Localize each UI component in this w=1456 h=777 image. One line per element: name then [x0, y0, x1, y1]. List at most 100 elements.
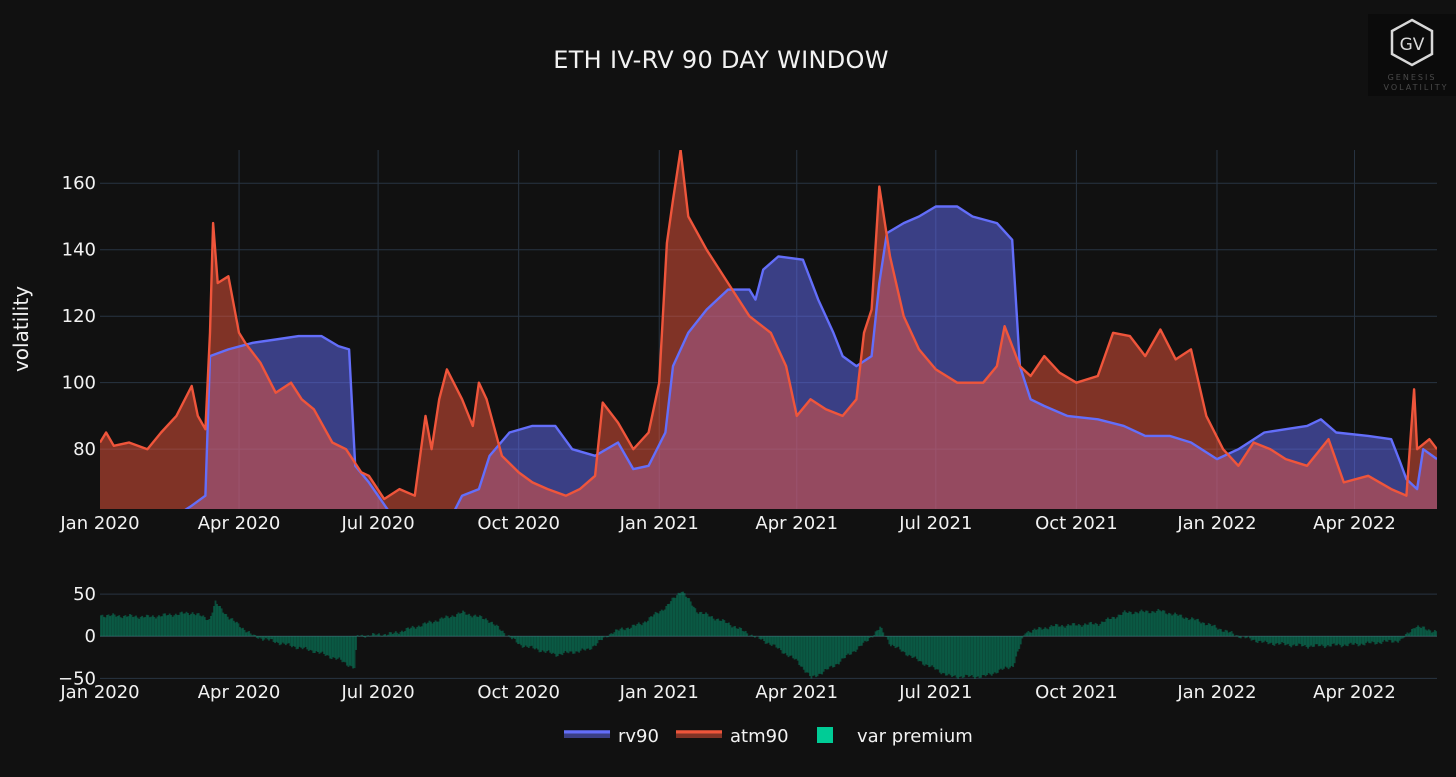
x-tick-label: Apr 2022 [1313, 513, 1396, 534]
var-premium-bar [1270, 636, 1273, 643]
var-premium-bar [255, 636, 258, 638]
var-premium-bar [194, 615, 197, 637]
var-premium-bar [1209, 624, 1212, 637]
var-premium-bar [1433, 629, 1436, 637]
var-premium-bar [925, 636, 927, 665]
var-premium-bar [776, 636, 779, 649]
var-premium-bar [1381, 636, 1384, 642]
var-premium-bar [645, 622, 648, 637]
var-premium-bar [115, 616, 118, 637]
var-premium-bar [489, 622, 492, 637]
var-premium-bar [405, 628, 408, 637]
var-premium-bar [621, 627, 623, 637]
var-premium-bar [850, 636, 853, 655]
var-premium-bar [720, 620, 723, 637]
var-premium-bar [1084, 623, 1086, 637]
var-premium-bar [1105, 618, 1108, 637]
var-premium-bar [1294, 636, 1297, 647]
var-premium-bar [607, 636, 610, 638]
var-premium-bar [336, 636, 339, 659]
var-premium-bar [1345, 636, 1348, 646]
var-premium-bar [269, 636, 272, 640]
var-premium-bar [1323, 636, 1326, 648]
var-premium-bar [167, 615, 170, 637]
var-premium-bar [631, 624, 634, 637]
var-premium-bar [561, 636, 564, 656]
var-premium-bar [1203, 622, 1206, 637]
var-premium-bar [1285, 636, 1288, 645]
var-premium-bar [911, 636, 914, 659]
var-premium-bar [546, 636, 549, 652]
var-premium-bar [659, 611, 662, 637]
var-premium-bar [640, 625, 643, 637]
legend[interactable]: rv90 atm90 var premium [564, 726, 973, 747]
var-premium-bar [112, 613, 115, 637]
var-premium-bar [888, 636, 891, 645]
var-premium-bar [420, 626, 423, 637]
var-premium-bar [208, 619, 211, 637]
legend-item-rv90[interactable]: rv90 [564, 726, 659, 747]
var-premium-bar [717, 618, 720, 637]
var-premium-bar [442, 618, 445, 637]
var-premium-bar [622, 629, 625, 637]
var-premium-bar [876, 630, 879, 637]
var-premium-bar [352, 636, 354, 669]
var-premium-bar [1113, 617, 1115, 637]
x-tick-label: Apr 2021 [755, 513, 838, 534]
var-premium-bar [443, 617, 446, 637]
var-premium-bar [514, 636, 516, 639]
var-premium-bar [1157, 608, 1160, 637]
var-premium-bar [511, 636, 513, 640]
var-premium-bar [501, 630, 504, 637]
var-premium-bar [1126, 612, 1129, 637]
x-tick-label: Jan 2020 [59, 513, 139, 534]
var-premium-bar [533, 636, 536, 650]
var-premium-bar [135, 615, 137, 637]
var-premium-bar [1267, 636, 1270, 645]
legend-item-atm90[interactable]: atm90 [676, 726, 789, 747]
var-premium-bar [223, 613, 226, 637]
var-premium-bar [303, 636, 306, 648]
var-premium-bar [475, 616, 478, 637]
var-premium-bar [1048, 626, 1051, 637]
var-premium-bar [232, 620, 235, 637]
var-premium-bar [578, 636, 581, 653]
var-premium-bar [1333, 636, 1335, 644]
legend-item-var-premium[interactable]: var premium [817, 726, 973, 747]
var-premium-bar [329, 636, 332, 659]
var-premium-bar [1207, 623, 1210, 637]
var-premium-bar [1152, 611, 1155, 637]
var-premium-bar [694, 608, 697, 637]
var-premium-bar [651, 616, 654, 637]
var-premium-bar [848, 636, 851, 655]
var-premium-bar [401, 630, 403, 637]
var-premium-bar [145, 614, 148, 637]
var-premium-bar [416, 626, 419, 637]
var-premium-bar [700, 611, 703, 637]
var-premium-bar [197, 613, 200, 637]
var-premium-bar [1423, 626, 1426, 637]
var-premium-bar [113, 614, 116, 637]
var-premium-bar [1348, 636, 1351, 644]
var-premium-bar [1090, 621, 1092, 637]
var-premium-bar [750, 634, 753, 637]
var-premium-bar [1166, 614, 1169, 637]
var-premium-bar [1357, 636, 1360, 647]
var-premium-bar [193, 614, 196, 637]
var-premium-bar [1169, 613, 1172, 637]
var-premium-bar [795, 636, 798, 659]
var-premium-bar [349, 636, 351, 666]
var-premium-bar [1336, 636, 1338, 646]
var-premium-bar [859, 636, 862, 646]
var-premium-bar [1122, 612, 1125, 637]
var-premium-bar [252, 634, 255, 637]
var-premium-bar [136, 617, 139, 637]
var-premium-bar [1064, 627, 1066, 637]
var-premium-bar [1407, 633, 1410, 637]
main-x-tick-labels: Jan 2020 Apr 2020 Jul 2020 Oct 2020 Jan 2021… [59, 513, 1395, 534]
var-premium-bar [1039, 627, 1042, 637]
var-premium-bar [1429, 630, 1432, 637]
var-premium-bar [587, 636, 590, 649]
var-premium-bar [1342, 636, 1345, 647]
var-premium-bar [118, 615, 121, 637]
